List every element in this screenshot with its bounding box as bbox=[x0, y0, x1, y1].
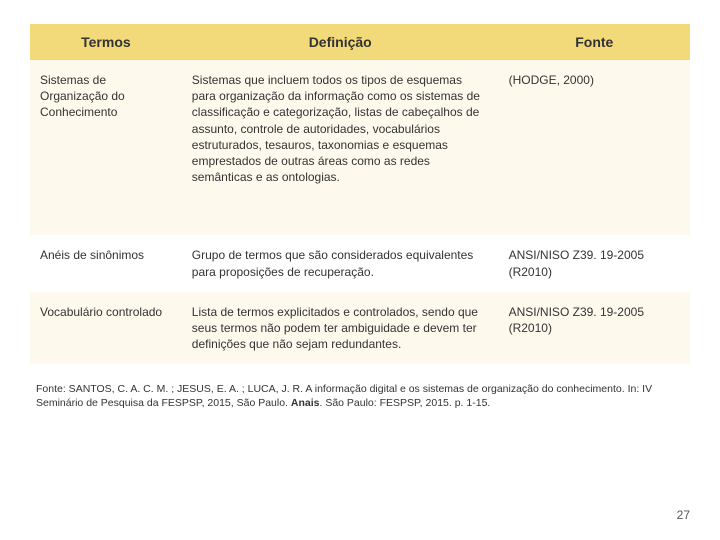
cell-fonte: ANSI/NISO Z39. 19-2005 (R2010) bbox=[499, 235, 690, 291]
table-row: Vocabulário controlado Lista de termos e… bbox=[30, 292, 690, 365]
definitions-table: Termos Definição Fonte Sistemas de Organ… bbox=[30, 24, 690, 364]
footnote-bold2: Anais bbox=[291, 397, 320, 409]
footnote-suffix: . São Paulo: FESPSP, 2015. p. 1-15. bbox=[319, 397, 490, 409]
footnote-prefix: Fonte: SANTOS, C. A. C. M. bbox=[36, 383, 171, 395]
col-header-definicao: Definição bbox=[182, 24, 499, 60]
col-header-termos: Termos bbox=[30, 24, 182, 60]
cell-termo: Anéis de sinônimos bbox=[30, 235, 182, 291]
table-row: Sistemas de Organização do Conhecimento … bbox=[30, 60, 690, 235]
page-number: 27 bbox=[677, 508, 690, 522]
cell-termo: Vocabulário controlado bbox=[30, 292, 182, 365]
cell-termo: Sistemas de Organização do Conhecimento bbox=[30, 60, 182, 235]
source-footnote: Fonte: SANTOS, C. A. C. M. ; JESUS, E. A… bbox=[30, 382, 690, 410]
cell-definicao: Lista de termos explicitados e controlad… bbox=[182, 292, 499, 365]
cell-definicao: Grupo de termos que são considerados equ… bbox=[182, 235, 499, 291]
cell-fonte: (HODGE, 2000) bbox=[499, 60, 690, 235]
col-header-fonte: Fonte bbox=[499, 24, 690, 60]
cell-fonte: ANSI/NISO Z39. 19-2005 (R2010) bbox=[499, 292, 690, 365]
cell-definicao: Sistemas que incluem todos os tipos de e… bbox=[182, 60, 499, 235]
table-row: Anéis de sinônimos Grupo de termos que s… bbox=[30, 235, 690, 291]
table-header-row: Termos Definição Fonte bbox=[30, 24, 690, 60]
